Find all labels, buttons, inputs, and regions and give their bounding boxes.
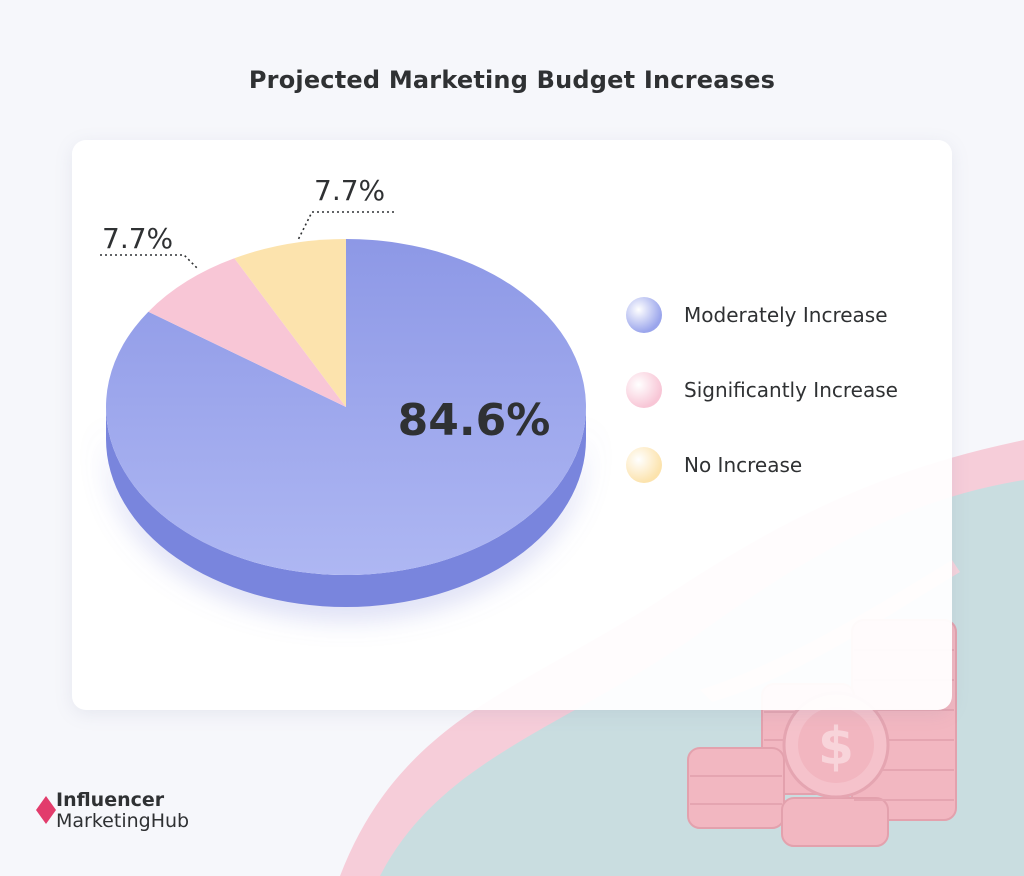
callout-line [100, 254, 199, 270]
legend-item: Moderately Increase [626, 296, 898, 334]
legend-item: No Increase [626, 446, 898, 484]
logo-line2: MarketingHub [56, 810, 190, 832]
coin-stacks-icon: $ [687, 619, 957, 847]
brand-logo: Influencer MarketingHub [34, 790, 189, 834]
legend-dot [626, 372, 662, 408]
callout-line [297, 211, 394, 241]
legend-label: Significantly Increase [684, 378, 898, 402]
chart-legend: Moderately Increase Significantly Increa… [626, 296, 898, 521]
slice-no-increase [234, 239, 346, 407]
data-label-moderately-increase: 84.6% [398, 395, 551, 446]
data-label-no-increase: 7.7% [314, 174, 385, 207]
legend-label: Moderately Increase [684, 303, 888, 327]
pie-side [106, 407, 586, 607]
logo-line1: Influencer [56, 789, 165, 811]
svg-text:$: $ [818, 717, 854, 777]
logo-mark-icon [36, 796, 56, 824]
slice-significantly-increase [148, 258, 346, 407]
page-title: Projected Marketing Budget Increases [248, 66, 776, 94]
legend-item: Significantly Increase [626, 371, 898, 409]
legend-dot [626, 297, 662, 333]
data-label-significantly-increase: 7.7% [102, 222, 173, 255]
legend-label: No Increase [684, 453, 803, 477]
legend-dot [626, 447, 662, 483]
